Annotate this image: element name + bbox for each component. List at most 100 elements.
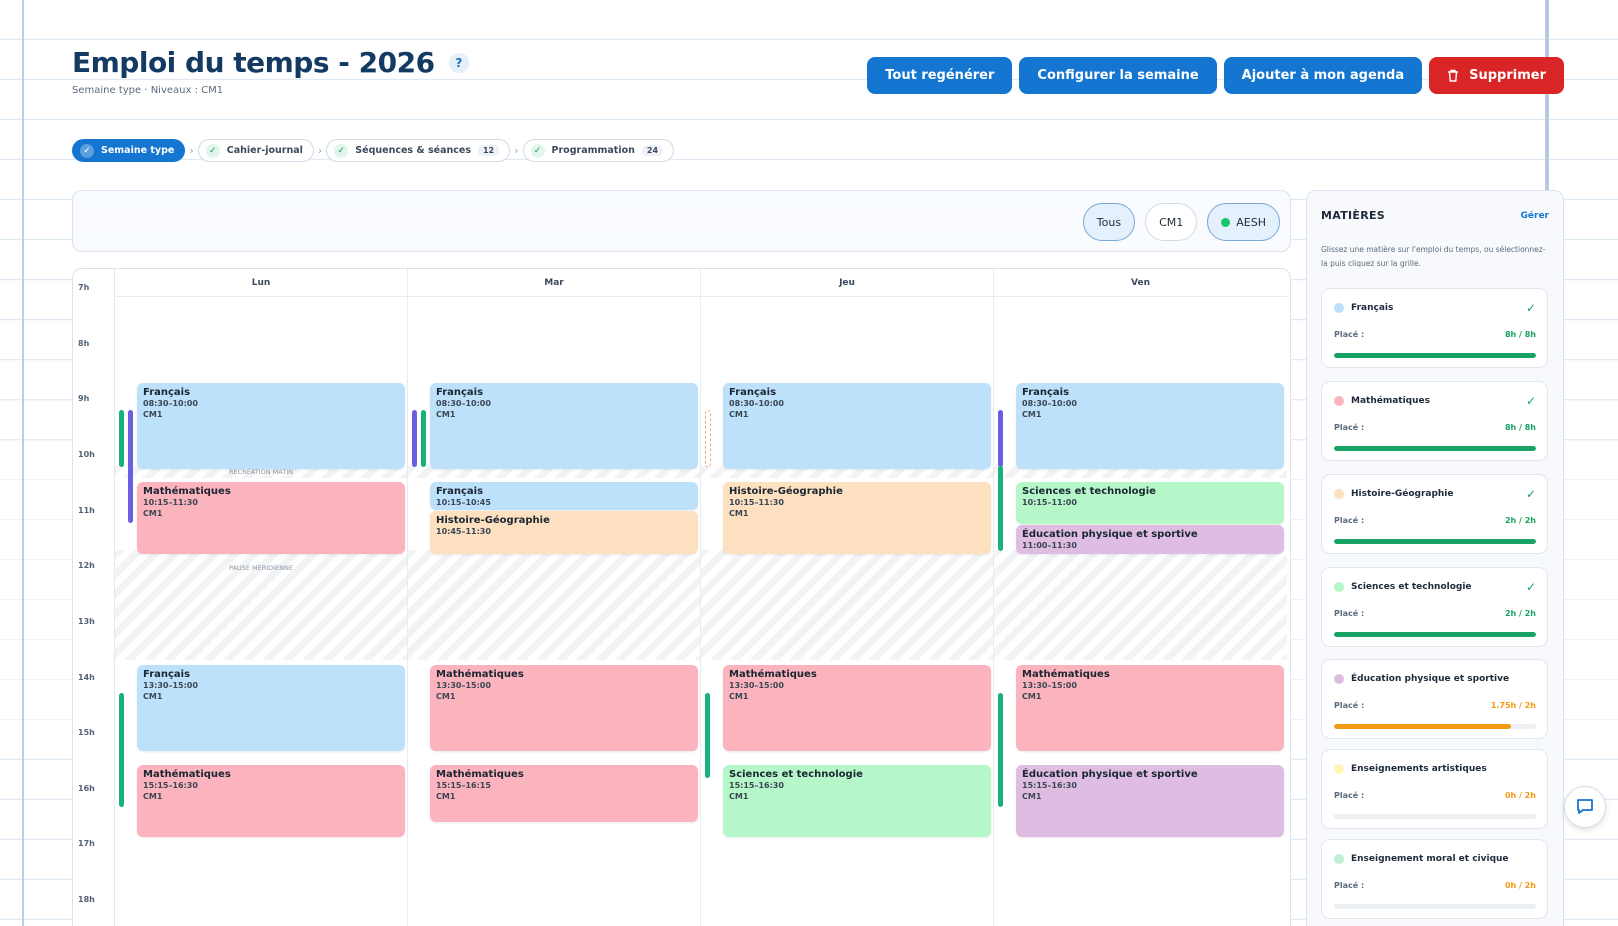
day-header: Mar — [408, 269, 700, 297]
timetable-event[interactable]: Éducation physique et sportive 15:15–16:… — [1016, 765, 1284, 837]
aesh-bar — [421, 410, 426, 467]
event-time: 08:30–10:00 — [729, 399, 784, 408]
subject-card[interactable]: Mathématiques ✓ Placé : 8h / 8h — [1321, 381, 1548, 461]
check-icon: ✓ — [1525, 487, 1536, 501]
day-column-mar[interactable]: Mar Français 08:30–10:00 CM1 Français 10… — [408, 269, 701, 926]
event-class: CM1 — [143, 792, 163, 801]
subject-header: Français — [1334, 303, 1393, 313]
event-class: CM1 — [1022, 792, 1042, 801]
subject-header: Enseignements artistiques — [1334, 764, 1487, 774]
subject-header: Mathématiques — [1334, 396, 1430, 406]
subject-card[interactable]: Enseignement moral et civique Placé : 0h /… — [1321, 839, 1548, 919]
lunch-break-zone — [408, 550, 700, 660]
aesh-bar — [119, 410, 124, 467]
subject-color-dot — [1334, 582, 1344, 592]
timetable-event[interactable]: Histoire-Géographie 10:15–11:30 CM1 — [723, 482, 991, 554]
subject-name: Éducation physique et sportive — [1351, 674, 1510, 684]
timetable-event[interactable]: Éducation physique et sportive 11:00–11:… — [1016, 525, 1284, 554]
timetable-event[interactable]: Français 08:30–10:00 CM1 — [1016, 383, 1284, 469]
event-class: CM1 — [1022, 410, 1042, 419]
hour-label: 8h — [78, 339, 90, 348]
timetable-event[interactable]: Français 13:30–15:00 CM1 — [137, 665, 405, 751]
timetable-event[interactable]: Sciences et technologie 10:15–11:00 — [1016, 482, 1284, 524]
regenerate-all-button[interactable]: Tout regénérer — [867, 57, 1013, 94]
hour-label: 16h — [78, 784, 95, 793]
hour-gutter: 7h 8h 9h 10h 11h 12h 13h 14h 15h 16h 17h… — [73, 269, 115, 926]
subject-card[interactable]: Enseignements artistiques Placé : 0h / 2h — [1321, 749, 1548, 829]
event-time: 10:15–11:00 — [1022, 498, 1077, 507]
timetable-event[interactable]: Mathématiques 13:30–15:00 CM1 — [430, 665, 698, 751]
event-subject: Éducation physique et sportive — [1022, 529, 1198, 540]
timetable-event[interactable]: Histoire-Géographie 10:45–11:30 — [430, 511, 698, 554]
event-class: CM1 — [436, 792, 456, 801]
timetable-event[interactable]: Mathématiques 10:15–11:30 CM1 — [137, 482, 405, 554]
placed-label: Placé : — [1334, 330, 1365, 339]
chevron-right-icon: › — [189, 144, 194, 157]
timetable-event[interactable]: Mathématiques 13:30–15:00 CM1 — [1016, 665, 1284, 751]
subject-progress-bar — [1334, 446, 1536, 451]
timetable-event[interactable]: Français 08:30–10:00 CM1 — [430, 383, 698, 469]
event-time: 13:30–15:00 — [1022, 681, 1077, 690]
delete-button[interactable]: Supprimer — [1429, 57, 1564, 94]
step-count-badge: 24 — [641, 145, 664, 156]
help-icon[interactable]: ? — [448, 52, 469, 73]
chat-button[interactable] — [1564, 786, 1606, 828]
day-column-ven[interactable]: Ven Français 08:30–10:00 CM1 Sciences et… — [994, 269, 1287, 926]
timetable-event[interactable]: Mathématiques 13:30–15:00 CM1 — [723, 665, 991, 751]
subject-name: Français — [1351, 303, 1394, 313]
timetable-event[interactable]: Français 08:30–10:00 CM1 — [137, 383, 405, 469]
filter-bar: Tous CM1 AESH — [72, 190, 1291, 252]
step-cahier-journal[interactable]: ✓ Cahier-journal — [197, 139, 314, 162]
step-programmation[interactable]: ✓ Programmation 24 — [522, 139, 675, 162]
event-class: CM1 — [729, 792, 749, 801]
subject-card[interactable]: Histoire-Géographie ✓ Placé : 2h / 2h — [1321, 474, 1548, 554]
subject-color-dot — [1334, 489, 1344, 499]
placed-label: Placé : — [1334, 423, 1365, 432]
filter-all-chip[interactable]: Tous — [1082, 203, 1136, 241]
filter-level-chip[interactable]: CM1 — [1145, 203, 1198, 241]
check-icon: ✓ — [205, 143, 220, 158]
event-time: 15:15–16:30 — [143, 781, 198, 790]
page-scroll-rule — [1545, 0, 1549, 240]
event-class: CM1 — [143, 692, 163, 701]
hour-label: 13h — [78, 617, 95, 626]
filter-aesh-chip[interactable]: AESH — [1207, 203, 1280, 241]
event-subject: Mathématiques — [436, 669, 524, 680]
aesh-bar — [998, 466, 1003, 551]
step-semaine-type[interactable]: ✓ Semaine type — [72, 139, 186, 162]
event-time: 10:15–10:45 — [436, 498, 491, 507]
page-title-text: Emploi du temps - 2026 — [72, 46, 435, 79]
timetable-event[interactable]: Mathématiques 15:15–16:30 CM1 — [137, 765, 405, 837]
subject-progress-fill — [1334, 446, 1536, 451]
placed-hours: 0h / 2h — [1504, 881, 1536, 890]
subjects-panel: MATIÈRES Gérer Glissez une matière sur l… — [1306, 190, 1564, 926]
timetable-event[interactable]: Sciences et technologie 15:15–16:30 CM1 — [723, 765, 991, 837]
step-label: Séquences & séances — [355, 145, 471, 156]
step-sequences[interactable]: ✓ Séquences & séances 12 — [326, 139, 511, 162]
timetable-event[interactable]: Français 08:30–10:00 CM1 — [723, 383, 991, 469]
timetable-event[interactable]: Français 10:15–10:45 — [430, 482, 698, 510]
manage-subjects-link[interactable]: Gérer — [1520, 210, 1549, 221]
add-to-agenda-button[interactable]: Ajouter à mon agenda — [1223, 57, 1423, 94]
event-subject: Histoire-Géographie — [436, 515, 550, 526]
hour-label: 12h — [78, 561, 95, 570]
hour-label: 17h — [78, 839, 95, 848]
subject-name: Enseignement moral et civique — [1351, 854, 1509, 864]
placed-hours: 0h / 2h — [1504, 791, 1536, 800]
event-class: CM1 — [729, 410, 749, 419]
configure-week-button[interactable]: Configurer la semaine — [1019, 57, 1217, 94]
subject-card[interactable]: Français ✓ Placé : 8h / 8h — [1321, 288, 1548, 368]
event-class: CM1 — [436, 410, 456, 419]
aesh-placeholder-bar[interactable] — [705, 410, 711, 467]
day-column-lun[interactable]: Lun RÉCRÉATION MATIN PAUSE MÉRIDIENNE Fr… — [115, 269, 408, 926]
placed-hours: 8h / 8h — [1504, 330, 1536, 339]
subject-color-dot — [1334, 674, 1344, 684]
subject-card[interactable]: Éducation physique et sportive Placé : 1.7… — [1321, 659, 1548, 739]
timetable-event[interactable]: Mathématiques 15:15–16:15 CM1 — [430, 765, 698, 822]
subject-progress-bar — [1334, 814, 1536, 819]
morning-break-zone — [994, 466, 1287, 478]
subject-header: Sciences et technologie — [1334, 582, 1472, 592]
subject-card[interactable]: Sciences et technologie ✓ Placé : 2h / 2h — [1321, 567, 1548, 647]
event-time: 15:15–16:30 — [1022, 781, 1077, 790]
day-column-jeu[interactable]: Jeu Français 08:30–10:00 CM1 Histoire-Gé… — [701, 269, 994, 926]
